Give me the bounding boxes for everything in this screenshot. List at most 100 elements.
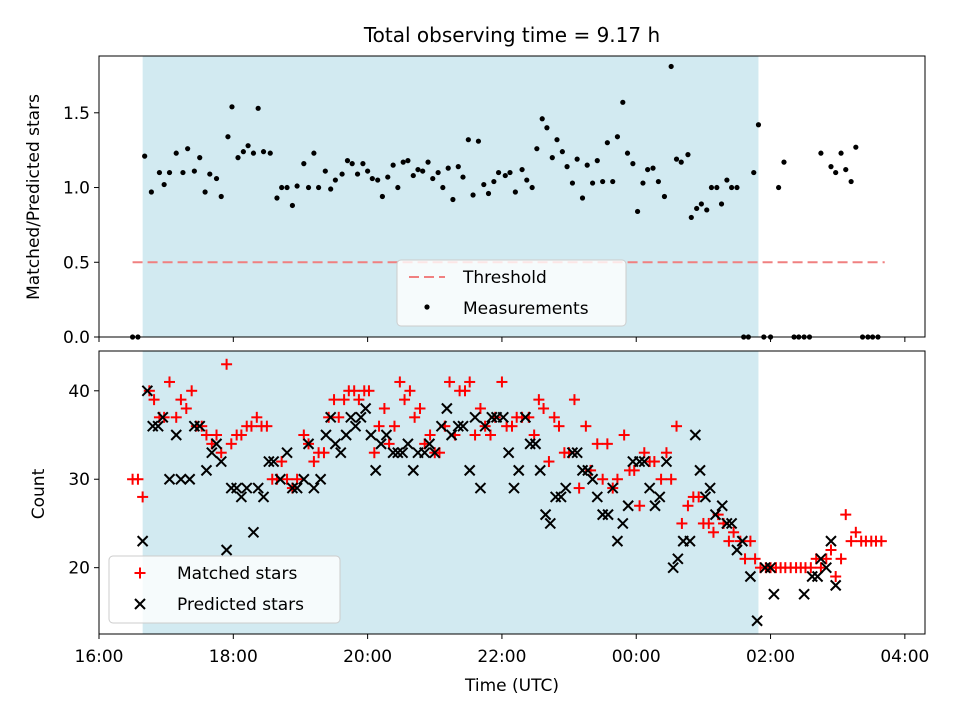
predicted-star-point-b	[387, 446, 399, 459]
predicted-star-point-b	[274, 473, 287, 485]
matched-star-point	[378, 402, 390, 414]
predicted-star-point-b	[502, 446, 515, 459]
measurement-point	[848, 178, 854, 185]
predicted-star-point-b	[163, 473, 176, 485]
measurement-point	[734, 184, 740, 191]
predicted-star-point	[649, 500, 661, 512]
top-ylabel: Matched/Predicted stars	[24, 94, 44, 300]
predicted-star-point	[539, 508, 552, 521]
predicted-star-point	[725, 517, 738, 530]
measurement-point	[620, 99, 626, 105]
predicted-star-point	[175, 473, 187, 485]
predicted-star-point	[267, 455, 280, 468]
predicted-star-point-b	[247, 526, 260, 539]
predicted-star-point	[611, 535, 624, 547]
predicted-star-point	[463, 464, 476, 477]
matched-star-point	[353, 394, 365, 406]
predicted-star-point-b	[335, 446, 347, 459]
matched-star-point	[538, 402, 550, 414]
bottom-x-ticks: 16:00 18:00 20:00 22:00 00:00 02:00 04:00	[75, 634, 929, 667]
predicted-star-point	[170, 429, 182, 441]
matched-star-point	[245, 420, 257, 432]
measurement-point	[524, 177, 530, 183]
bottom-xlabel: Time (UTC)	[464, 676, 559, 696]
measurement-point	[529, 184, 535, 191]
predicted-star-point-b	[263, 455, 275, 468]
matched-star-point	[660, 447, 672, 459]
predicted-star-point-b	[633, 455, 646, 468]
measurement-point	[634, 208, 641, 215]
predicted-star-point	[230, 482, 243, 494]
predicted-star-point-b	[402, 438, 414, 450]
matched-star-point	[409, 411, 421, 423]
measurement-point	[255, 105, 261, 111]
predicted-star-point	[274, 473, 287, 485]
predicted-star-point-b	[369, 464, 382, 477]
predicted-star-point-b	[215, 455, 227, 468]
measurement-point	[724, 177, 730, 183]
predicted-star-point	[206, 446, 218, 459]
measurement-point	[640, 180, 646, 186]
measurement-point	[694, 205, 700, 212]
measurement-point	[142, 153, 148, 159]
measurement-point	[502, 172, 508, 179]
predicted-star-point-b	[649, 500, 661, 512]
measurement-point	[673, 156, 680, 162]
measurement-point	[360, 161, 366, 167]
matched-star-point	[628, 464, 640, 476]
legend-predicted-marker	[134, 598, 146, 610]
predicted-star-point	[163, 473, 176, 485]
predicted-star-point	[806, 570, 818, 583]
measurement-point	[400, 159, 406, 165]
matched-star-point	[170, 411, 182, 423]
measurement-point	[332, 177, 338, 183]
predicted-star-point-b	[308, 482, 320, 494]
bottom-xtick-label: 20:00	[343, 647, 392, 667]
matched-star-point	[469, 429, 481, 441]
measurement-point	[166, 169, 173, 176]
measurement-point	[755, 122, 762, 128]
predicted-star-point-b	[345, 411, 357, 424]
predicted-star-point-b	[365, 429, 377, 441]
top-x-ticks	[98, 337, 906, 342]
predicted-star-point-b	[320, 429, 332, 441]
predicted-star-point-b	[622, 500, 634, 512]
predicted-star-point-b	[654, 491, 666, 503]
predicted-star-point	[359, 402, 372, 415]
bottom-ytick-label: 20	[68, 559, 90, 579]
matched-star-point	[373, 420, 385, 432]
matched-star-point	[132, 473, 144, 485]
measurement-point	[549, 155, 555, 161]
measurement-point	[294, 183, 300, 189]
predicted-star-point-b	[375, 438, 387, 450]
predicted-star-point	[435, 420, 448, 432]
measurement-point	[344, 158, 351, 164]
measurement-point	[481, 181, 487, 188]
predicted-star-point-b	[660, 455, 673, 468]
predicted-star-point	[566, 446, 579, 459]
predicted-star-point-b	[560, 482, 572, 494]
measurement-point	[148, 189, 154, 195]
predicted-star-point	[497, 411, 509, 424]
predicted-star-point-b	[136, 535, 149, 547]
measurement-point	[728, 184, 735, 191]
predicted-star-point	[349, 420, 362, 432]
predicted-star-point-b	[392, 446, 404, 459]
bottom-y-ticks: 20 30 40	[68, 382, 99, 579]
measurement-point	[574, 156, 580, 162]
predicted-star-point	[513, 464, 525, 477]
predicted-star-point-b	[441, 402, 453, 415]
measurement-point	[624, 150, 631, 156]
top-ytick-label: 0.0	[63, 328, 90, 348]
measurement-point	[668, 63, 674, 70]
matched-star-point	[348, 385, 360, 397]
matched-star-point	[506, 420, 518, 432]
predicted-star-point	[820, 561, 832, 574]
measurement-point	[379, 193, 385, 200]
predicted-star-point-b	[689, 429, 702, 441]
predicted-star-point	[220, 544, 233, 556]
predicted-star-point	[441, 402, 453, 415]
measurement-point	[435, 169, 441, 176]
measurement-point	[339, 171, 345, 177]
